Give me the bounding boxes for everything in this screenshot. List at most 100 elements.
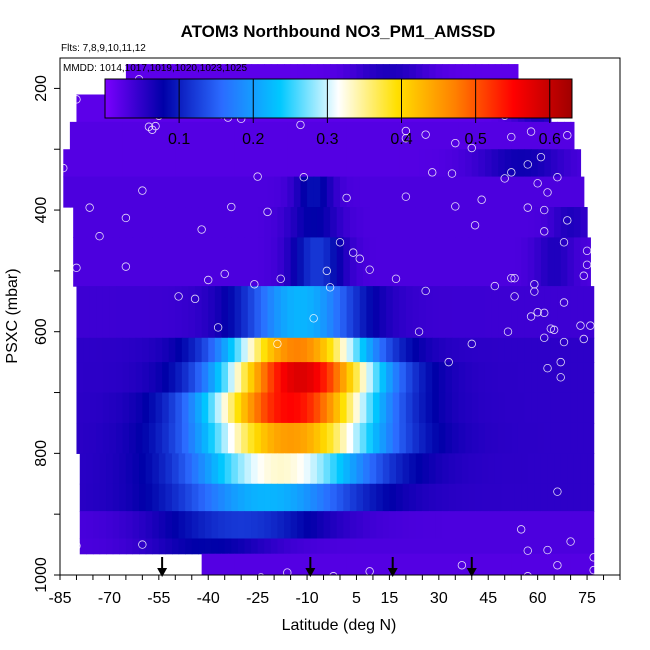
heatmap-cell — [300, 176, 308, 208]
heatmap-cell — [389, 483, 397, 512]
heatmap-cell — [237, 453, 246, 485]
sample-point — [533, 308, 542, 317]
heatmap-cell — [547, 207, 555, 239]
heatmap-cell — [405, 553, 414, 575]
heatmap-cell — [343, 538, 351, 555]
heatmap-cell — [300, 422, 308, 454]
sample-point — [579, 334, 588, 344]
heatmap-cell — [557, 362, 565, 394]
heatmap-cell — [300, 286, 308, 339]
heatmap-cell — [481, 511, 489, 540]
heatmap-cell — [204, 453, 213, 485]
heatmap-cell — [142, 392, 150, 424]
heatmap-cell — [557, 286, 565, 339]
heatmap-cell — [290, 511, 298, 540]
heatmap-cell — [412, 121, 420, 150]
heatmap-cell — [349, 453, 358, 485]
heatmap-cell — [349, 483, 358, 512]
heatmap-cell — [359, 176, 367, 208]
heatmap-cell — [148, 337, 157, 363]
heatmap-cell — [83, 149, 91, 178]
heatmap-cell — [491, 337, 499, 363]
colorbar-fill — [104, 78, 573, 119]
heatmap-cell — [122, 286, 130, 339]
heatmap-cell — [372, 149, 381, 178]
heatmap-cell — [181, 149, 190, 178]
heatmap-cell — [448, 237, 456, 287]
heatmap-cell — [247, 392, 255, 424]
heatmap-cell — [369, 207, 377, 239]
heatmap-cell — [415, 511, 423, 540]
heatmap-cell — [583, 553, 591, 575]
heatmap-cell — [524, 392, 532, 424]
sample-point — [190, 294, 200, 304]
heatmap-cell — [366, 286, 374, 339]
heatmap-cell — [514, 511, 522, 540]
heatmap-cell — [340, 553, 348, 575]
chart-subtitle-dates: MMDD: 1014,1017,1019,1020,1023,1025 — [63, 63, 247, 74]
heatmap-cell — [531, 149, 539, 178]
heatmap-cell — [264, 511, 272, 540]
heatmap-cell — [577, 362, 585, 394]
heatmap-cell — [461, 237, 470, 287]
heatmap-cell — [191, 483, 199, 512]
heatmap-cell — [112, 511, 120, 540]
x-axis: -85 -70 -55 -40 -25 -10 5 15 30 45 60 75 — [48, 575, 621, 607]
heatmap-cell — [228, 337, 236, 363]
heatmap-cell — [468, 511, 476, 540]
heatmap-cell — [458, 176, 466, 208]
sample-point — [144, 122, 154, 131]
heatmap-cell — [234, 149, 242, 178]
heatmap-cell — [188, 121, 196, 150]
heatmap-cell — [577, 286, 585, 339]
sample-point — [536, 152, 546, 162]
heatmap-cell — [287, 392, 295, 424]
heatmap-cell — [244, 511, 252, 540]
heatmap-cell — [349, 207, 358, 239]
heatmap-cell — [208, 149, 216, 178]
heatmap-cell — [254, 362, 262, 394]
heatmap-cell — [96, 337, 104, 363]
heatmap-cell — [382, 207, 391, 239]
heatmap-cell — [201, 286, 209, 339]
heatmap-cell — [92, 483, 101, 512]
heatmap-cell — [560, 453, 568, 485]
heatmap-cell — [188, 362, 196, 394]
heatmap-cell — [83, 392, 91, 424]
heatmap-cell — [386, 422, 394, 454]
heatmap-cell — [119, 483, 127, 512]
heatmap-cell — [396, 538, 404, 555]
heatmap-cell — [336, 453, 344, 485]
heatmap-cell — [106, 483, 114, 512]
heatmap-cell — [363, 453, 371, 485]
heatmap-cell — [234, 362, 242, 394]
heatmap-cell — [389, 538, 397, 555]
heatmap-cell — [287, 422, 295, 454]
heatmap-cell — [76, 176, 84, 208]
heatmap-cell — [527, 453, 535, 485]
heatmap-cell — [557, 176, 565, 208]
heatmap-cell — [432, 286, 440, 339]
heatmap-cell — [461, 207, 470, 239]
heatmap-cell — [346, 149, 354, 178]
heatmap-cell — [293, 362, 302, 394]
heatmap-cell — [208, 422, 216, 454]
heatmap-cell — [448, 207, 456, 239]
heatmap-cell — [181, 176, 190, 208]
heatmap-cell — [419, 149, 427, 178]
heatmap-cell — [195, 422, 203, 454]
heatmap-cell — [554, 511, 562, 540]
sample-point — [563, 131, 572, 140]
heatmap-cell — [540, 237, 549, 287]
heatmap-cell — [175, 422, 183, 454]
heatmap-cell — [481, 207, 489, 239]
heatmap-cell — [415, 483, 423, 512]
heatmap-cell — [244, 453, 252, 485]
heatmap-cell — [208, 362, 216, 394]
heatmap-cell — [494, 483, 503, 512]
heatmap-cell — [63, 176, 71, 208]
heatmap-cell — [478, 422, 486, 454]
heatmap-cell — [465, 422, 473, 454]
heatmap-cell — [550, 553, 559, 575]
heatmap-cell — [106, 207, 114, 239]
